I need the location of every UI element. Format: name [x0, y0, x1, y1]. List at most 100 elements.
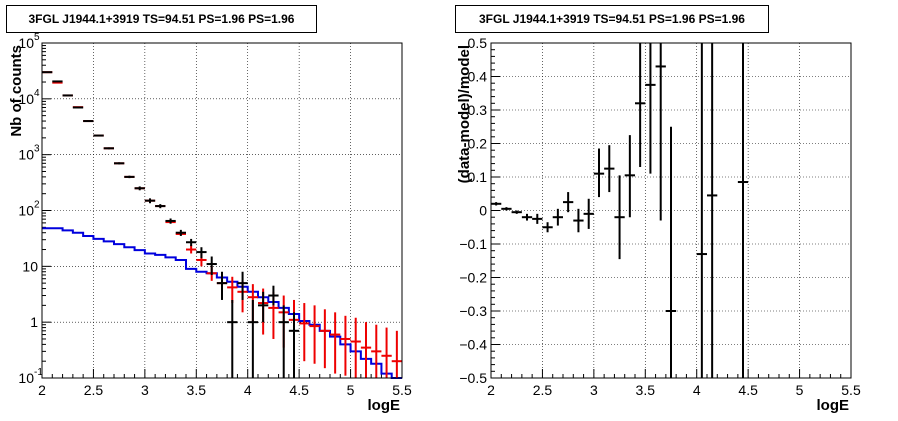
residual-point — [563, 192, 574, 213]
y-tick-label: 0 — [479, 203, 487, 219]
data-point — [114, 162, 125, 165]
residual-point — [635, 43, 646, 167]
x-tick-label: 4 — [244, 382, 252, 398]
residual-point — [604, 145, 615, 193]
y-tick-base: 1 — [30, 314, 38, 330]
y-tick-label: −0.2 — [459, 270, 487, 286]
model-point — [391, 330, 402, 378]
chart-title-right: 3FGL J1944.1+3919 TS=94.51 PS=1.96 PS=1.… — [455, 5, 769, 33]
data-point — [62, 94, 73, 97]
data-point — [175, 229, 186, 236]
y-tick-label: −0.3 — [459, 303, 487, 319]
plot-frame — [490, 42, 852, 379]
model-point — [371, 324, 382, 378]
y-tick-label: −0.4 — [459, 337, 487, 353]
data-point — [247, 299, 258, 378]
residual-point — [573, 208, 584, 233]
model-point — [186, 245, 197, 254]
y-tick-label: 0.2 — [468, 136, 488, 152]
data-point — [72, 106, 84, 109]
x-tick-label: 4 — [693, 382, 701, 398]
y-tick-base: 10 — [18, 203, 34, 219]
residual-point — [737, 43, 749, 378]
y-tick-label: 10 5 — [18, 32, 40, 51]
x-tick-label: 5.5 — [841, 382, 861, 398]
residual-point — [624, 135, 635, 218]
y-tick-label: 10 4 — [18, 88, 40, 107]
x-tick-label: 2 — [38, 382, 46, 398]
y-tick-base: 10 — [18, 35, 34, 51]
data-point — [93, 134, 104, 137]
data-point — [288, 312, 300, 378]
x-tick-label: 2 — [487, 382, 495, 398]
y-tick-exponent: 4 — [34, 88, 40, 99]
y-tick-label: 10 -1 — [18, 367, 43, 386]
y-tick-exponent: -1 — [34, 367, 43, 378]
data-point — [52, 80, 63, 83]
data-point — [124, 175, 135, 179]
residual-point — [696, 43, 707, 378]
y-tick-exponent: 2 — [34, 200, 40, 211]
y-tick-label: −0.5 — [459, 370, 487, 386]
residual-point — [501, 207, 512, 211]
residual-point — [707, 43, 718, 378]
y-tick-base: 10 — [18, 91, 34, 107]
data-point — [216, 271, 228, 300]
x-tick-label: 4.5 — [738, 382, 758, 398]
residual-point — [552, 208, 563, 226]
model-point — [350, 317, 361, 378]
data-point — [258, 291, 269, 323]
residual-point — [532, 213, 543, 224]
data-point — [83, 120, 94, 123]
y-axis-label: (data-model)/model — [456, 45, 473, 183]
data-point — [144, 198, 156, 204]
residual-point — [645, 43, 656, 174]
model-point — [330, 312, 341, 374]
x-tick-label: 5 — [796, 382, 804, 398]
x-axis-label: logE — [817, 397, 850, 414]
data-point — [278, 305, 289, 378]
model-point — [299, 303, 310, 362]
model-point — [381, 327, 392, 378]
x-tick-label: 3.5 — [636, 382, 656, 398]
model-point — [227, 276, 238, 304]
residual-point — [491, 202, 502, 206]
y-tick-label: 10 2 — [18, 200, 40, 219]
data-point — [155, 204, 166, 209]
residual-point — [665, 126, 677, 378]
x-tick-label: 3.5 — [187, 382, 207, 398]
y-tick-label: −0.1 — [459, 236, 487, 252]
residual-plot: 2 2.5 3 3.5 4 4.5 5 5.5 −0.5 −0.4 −0.3 −0.2 −0.1 0 0.1… — [456, 35, 861, 414]
x-tick-label: 2.5 — [533, 382, 553, 398]
residual-point — [614, 175, 625, 260]
y-tick-base: 10 — [18, 370, 34, 386]
plot-frame — [41, 42, 403, 379]
x-tick-label: 3 — [141, 382, 149, 398]
x-tick-label: 3 — [590, 382, 598, 398]
data-point — [186, 238, 197, 247]
data-point — [206, 256, 217, 275]
data-point — [103, 147, 114, 150]
model-point — [340, 315, 351, 376]
y-tick-label: 0.4 — [468, 69, 488, 85]
data-point — [196, 247, 207, 259]
residual-point — [593, 148, 605, 198]
residual-point — [542, 222, 553, 233]
x-axis-label: logE — [368, 397, 401, 414]
chart-title-left: 3FGL J1944.1+3919 TS=94.51 PS=1.96 PS=1.… — [6, 5, 317, 33]
y-tick-label: 10 3 — [18, 144, 40, 163]
y-tick-label: 0.5 — [468, 35, 488, 51]
x-tick-label: 4.5 — [289, 382, 309, 398]
data-point — [227, 299, 238, 378]
y-tick-exponent: 5 — [34, 32, 40, 43]
y-tick-label: 10 — [22, 258, 38, 274]
data-point — [165, 218, 176, 224]
model-point — [360, 322, 372, 378]
y-tick-exponent: 3 — [34, 144, 40, 155]
y-tick-label: 0.3 — [468, 102, 488, 118]
model-point — [319, 309, 330, 369]
y-axis-label: Nb of counts — [8, 45, 25, 137]
data-point — [268, 285, 279, 306]
